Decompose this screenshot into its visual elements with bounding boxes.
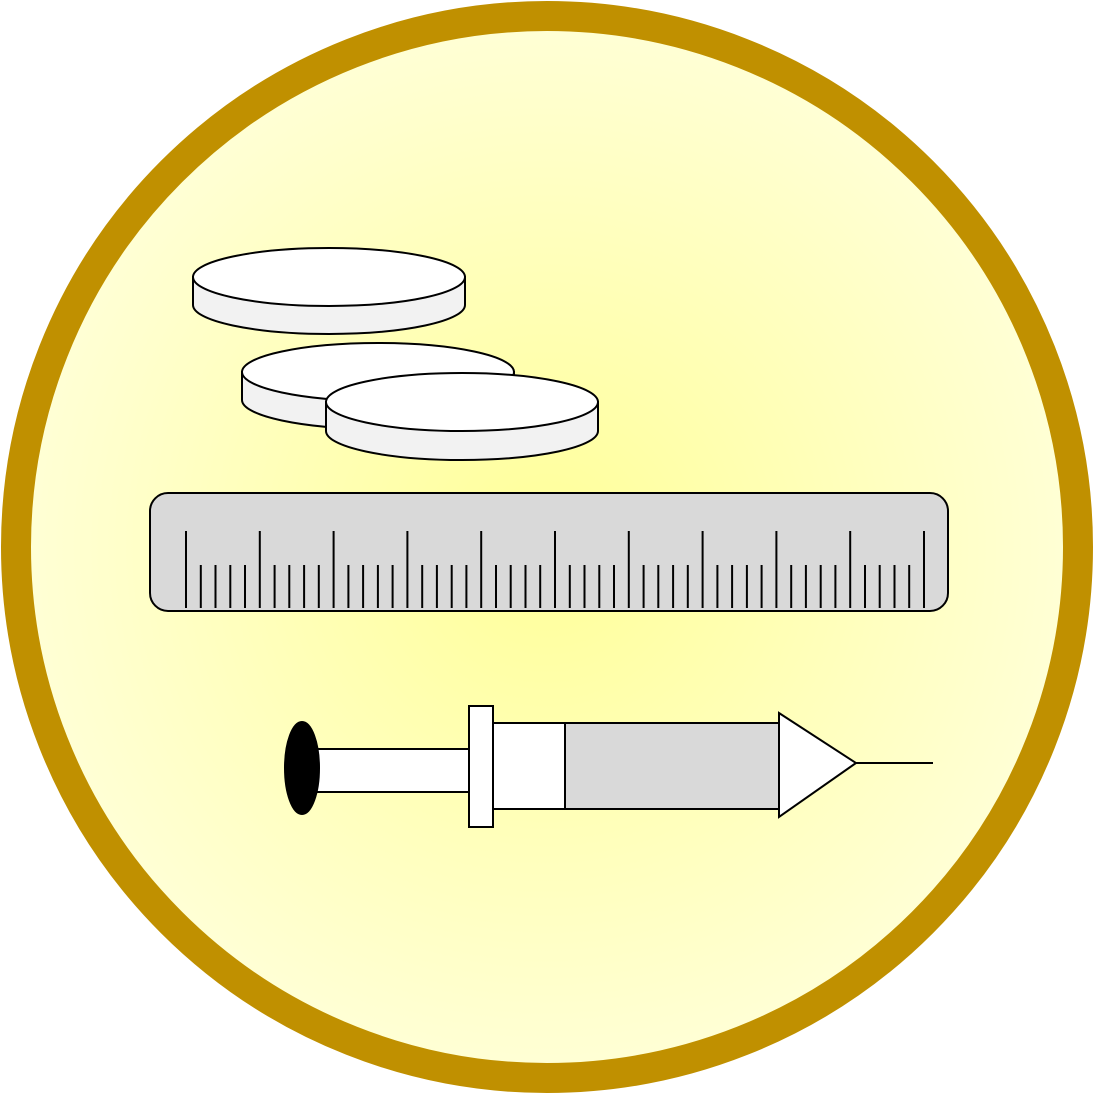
pills-icon	[192, 247, 599, 461]
ruler-icon	[149, 492, 949, 612]
syringe-tip	[778, 711, 858, 819]
pill-3	[325, 372, 599, 461]
syringe-flange	[468, 705, 494, 828]
syringe-barrel-fill	[564, 722, 780, 810]
pill-1	[192, 247, 466, 335]
syringe-barrel-empty	[491, 722, 566, 810]
syringe-icon	[284, 705, 933, 828]
syringe-plunger-rod	[304, 748, 474, 793]
ruler-body	[149, 492, 949, 612]
syringe-plunger-cap	[284, 721, 320, 815]
